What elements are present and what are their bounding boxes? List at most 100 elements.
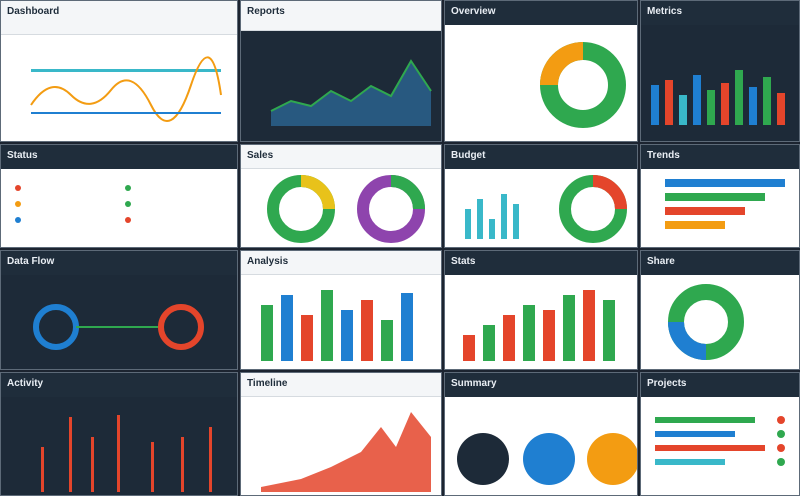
progress-bar	[655, 431, 735, 437]
status-dot	[777, 444, 785, 452]
donut-chart	[559, 175, 627, 243]
tile-donut-share[interactable]: Share	[640, 250, 800, 370]
bar	[361, 300, 373, 361]
tile-area-chart[interactable]: Reports	[240, 0, 442, 142]
status-dot	[125, 201, 131, 207]
tile-cyan-bars[interactable]: Budget	[444, 144, 638, 248]
bar	[679, 95, 687, 125]
bar	[777, 93, 785, 125]
bar	[261, 305, 273, 361]
pie-chart-group	[457, 433, 637, 485]
bar	[763, 77, 771, 125]
tile-header: Dashboard	[1, 1, 237, 35]
spike	[69, 417, 72, 492]
bar	[381, 320, 393, 361]
tile-header: Sales	[241, 145, 441, 169]
donut-slice	[668, 321, 707, 360]
flow-diagram	[33, 304, 204, 350]
bar	[651, 85, 659, 125]
bar	[489, 219, 495, 239]
tile-vertical-bars[interactable]: Analysis	[240, 250, 442, 370]
bar	[465, 209, 471, 239]
spike	[117, 415, 120, 492]
tile-title: Dashboard	[7, 6, 60, 17]
tile-header: Timeline	[241, 373, 441, 397]
area-chart	[261, 412, 431, 492]
tile-title: Stats	[451, 256, 476, 267]
tile-red-bars[interactable]: Stats	[444, 250, 638, 370]
series-band	[31, 69, 221, 72]
bar	[513, 204, 519, 239]
bar	[523, 305, 535, 361]
tile-header: Projects	[641, 373, 799, 397]
tile-header: Stats	[445, 251, 637, 275]
spike	[41, 447, 44, 492]
tile-project-progress[interactable]: Projects	[640, 372, 800, 496]
bar-chart	[261, 290, 413, 361]
donut-slice	[390, 175, 425, 210]
bar	[721, 83, 729, 125]
status-dot	[777, 430, 785, 438]
donut-chart	[668, 284, 744, 360]
tile-header: Metrics	[641, 1, 799, 25]
bar	[477, 199, 483, 239]
spike	[209, 427, 212, 492]
pie-chart	[587, 433, 637, 485]
bar-chart	[651, 70, 785, 125]
status-dot	[125, 217, 131, 223]
status-dot	[125, 185, 131, 191]
bar	[563, 295, 575, 361]
tile-flow-diagram[interactable]: Data Flow	[0, 250, 238, 370]
donut-chart	[540, 42, 626, 128]
bar-chart	[463, 290, 615, 361]
tile-donut-list[interactable]: Overview	[444, 0, 638, 142]
tile-title: Data Flow	[7, 256, 55, 267]
tile-title: Overview	[451, 6, 496, 17]
tile-title: Metrics	[647, 6, 683, 17]
tile-header: Analysis	[241, 251, 441, 275]
status-dot	[777, 416, 785, 424]
bar	[749, 87, 757, 125]
tile-donut-pair[interactable]: Sales	[240, 144, 442, 248]
tile-title: Trends	[647, 150, 680, 161]
bar	[401, 293, 413, 361]
bar	[665, 193, 765, 201]
bar	[483, 325, 495, 361]
tile-spike-chart[interactable]: Activity	[0, 372, 238, 496]
tile-header: Summary	[445, 373, 637, 397]
line-series	[270, 59, 432, 112]
tile-title: Summary	[451, 378, 497, 389]
bar	[665, 207, 745, 215]
tile-timeline-area[interactable]: Timeline	[240, 372, 442, 496]
bar	[665, 179, 785, 187]
status-dot	[15, 185, 21, 191]
tile-status-list[interactable]: Status	[0, 144, 238, 248]
bar	[707, 90, 715, 125]
donut-slice	[540, 42, 584, 86]
tile-header: Overview	[445, 1, 637, 25]
bar	[603, 300, 615, 361]
tile-header: Share	[641, 251, 799, 275]
bar	[583, 290, 595, 361]
donut-chart-right	[357, 175, 425, 243]
line-chart	[30, 56, 222, 122]
tile-line-chart[interactable]: Dashboard	[0, 0, 238, 142]
bar	[301, 315, 313, 361]
tile-pie-trio[interactable]: Summary	[444, 372, 638, 496]
tile-header: Data Flow	[1, 251, 237, 275]
tile-title: Sales	[247, 150, 274, 161]
tile-horizontal-bars[interactable]: Trends	[640, 144, 800, 248]
bar	[665, 80, 673, 125]
pie-chart	[523, 433, 575, 485]
tile-header: Activity	[1, 373, 237, 397]
spike	[181, 437, 184, 492]
tile-title: Timeline	[247, 378, 288, 389]
gauge	[158, 304, 204, 350]
tile-title: Budget	[451, 150, 486, 161]
bar-chart	[465, 194, 519, 239]
tile-bar-chart[interactable]: Metrics	[640, 0, 800, 142]
donut-slice	[300, 175, 335, 210]
bar	[543, 310, 555, 361]
donut-chart-left	[267, 175, 335, 243]
